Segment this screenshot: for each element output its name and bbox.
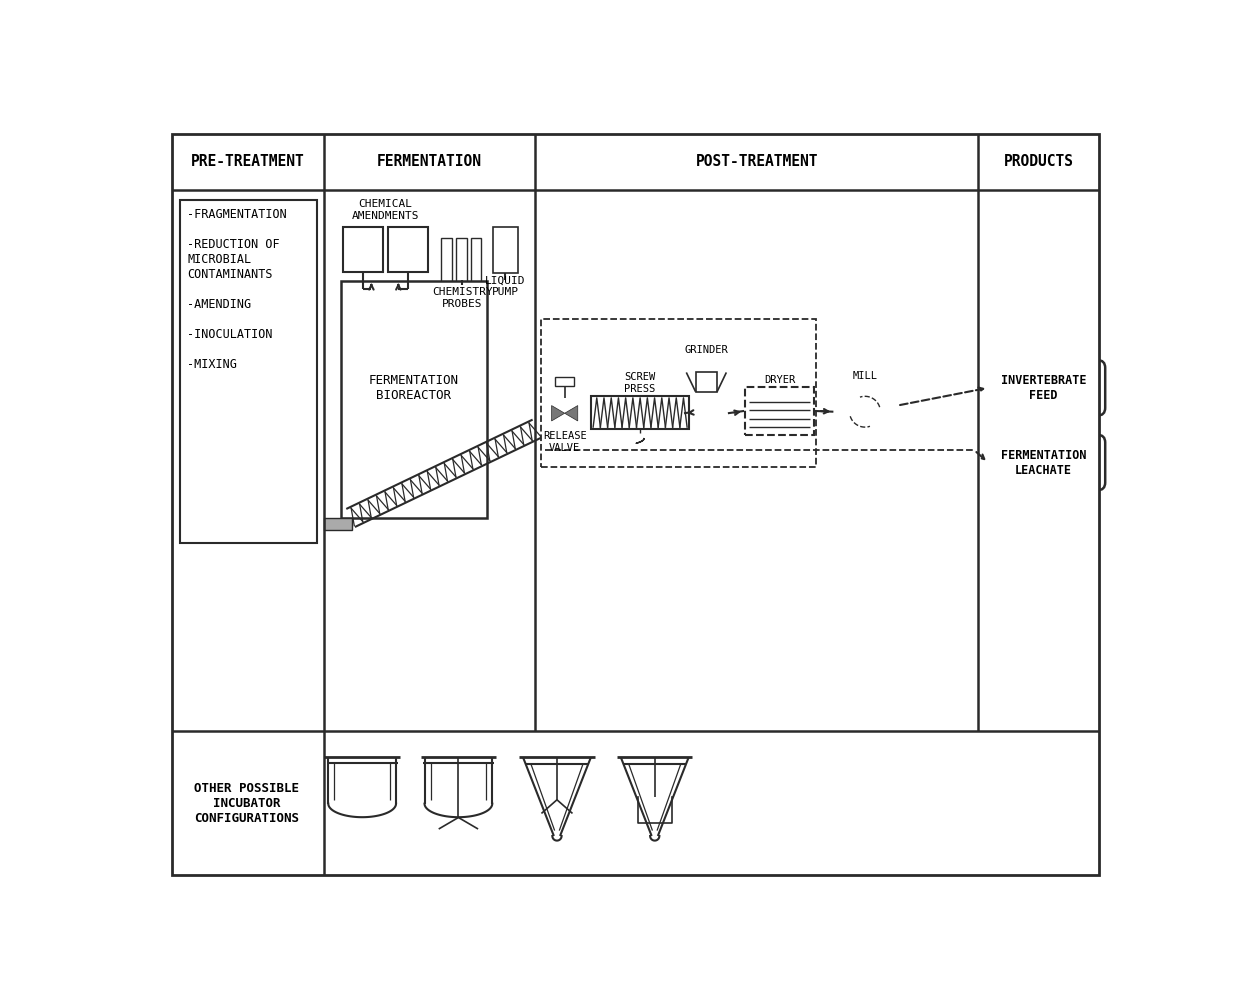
FancyBboxPatch shape	[982, 435, 1105, 491]
FancyBboxPatch shape	[982, 360, 1105, 416]
Bar	[745, 387, 815, 435]
Bar	[343, 227, 383, 272]
Text: RELEASE
VALVE: RELEASE VALVE	[543, 431, 587, 453]
Text: PRODUCTS: PRODUCTS	[1003, 154, 1074, 170]
Text: DRYER: DRYER	[764, 375, 795, 385]
Bar	[441, 239, 453, 285]
Text: SCREW
PRESS: SCREW PRESS	[625, 373, 656, 394]
Bar	[590, 397, 689, 429]
Text: PRE-TREATMENT: PRE-TREATMENT	[191, 154, 305, 170]
Text: CHEMICAL
AMENDMENTS: CHEMICAL AMENDMENTS	[351, 199, 419, 221]
FancyBboxPatch shape	[830, 381, 900, 444]
Text: POST-TREATMENT: POST-TREATMENT	[696, 154, 818, 170]
Text: INVERTEBRATE
FEED: INVERTEBRATE FEED	[1001, 374, 1086, 402]
Text: FERMENTATION
LEACHATE: FERMENTATION LEACHATE	[1001, 449, 1086, 477]
Text: FERMENTATION
BIOREACTOR: FERMENTATION BIOREACTOR	[368, 374, 459, 402]
Bar	[456, 239, 467, 285]
Bar	[696, 373, 717, 392]
Bar	[388, 227, 428, 272]
Bar	[180, 200, 316, 542]
Bar	[341, 281, 487, 517]
Bar	[471, 239, 481, 285]
Bar	[324, 517, 352, 530]
Text: -FRAGMENTATION

-REDUCTION OF
MICROBIAL
CONTAMINANTS

-AMENDING

-INOCULATION

-: -FRAGMENTATION -REDUCTION OF MICROBIAL C…	[187, 208, 288, 371]
Bar	[494, 227, 517, 273]
Bar	[556, 377, 574, 387]
Polygon shape	[552, 406, 564, 421]
Bar	[541, 320, 816, 468]
Polygon shape	[564, 406, 578, 421]
Text: LIQUID
PUMP: LIQUID PUMP	[485, 276, 526, 297]
Text: OTHER POSSIBLE
INCUBATOR
CONFIGURATIONS: OTHER POSSIBLE INCUBATOR CONFIGURATIONS	[195, 782, 299, 825]
Text: MILL: MILL	[852, 371, 878, 381]
Text: CHEMISTRY
PROBES: CHEMISTRY PROBES	[432, 287, 492, 309]
Text: GRINDER: GRINDER	[684, 345, 728, 355]
Text: FERMENTATION: FERMENTATION	[377, 154, 482, 170]
